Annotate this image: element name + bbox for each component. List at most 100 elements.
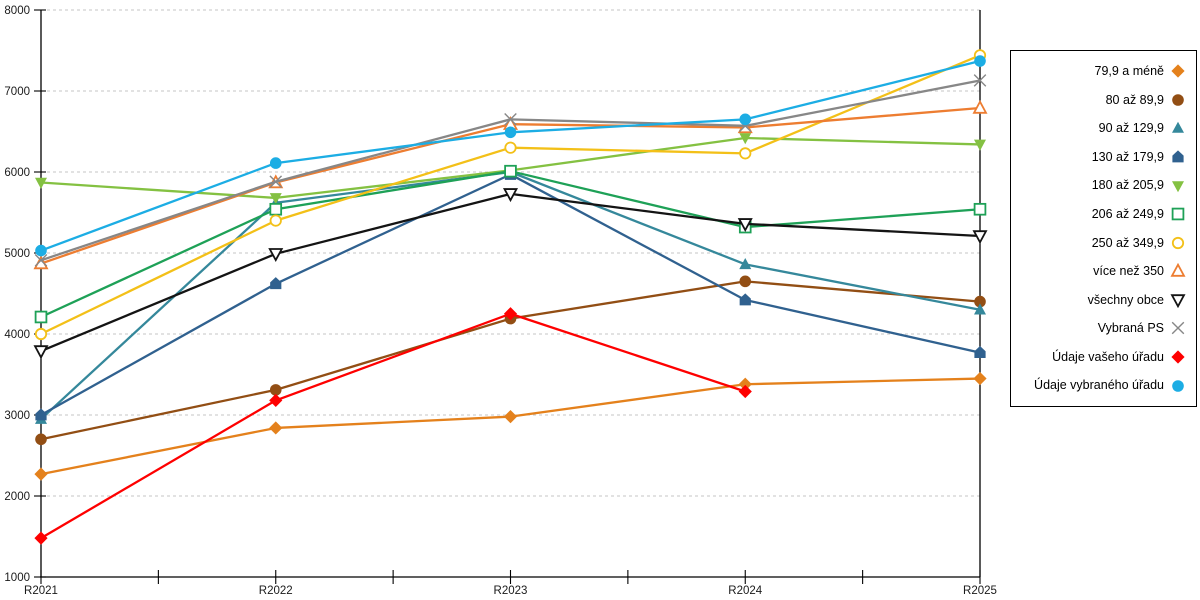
legend-square-icon xyxy=(1171,207,1185,221)
data-point-marker xyxy=(504,141,517,154)
data-point-marker xyxy=(503,307,518,321)
axes: 1000 2000 3000 4000 5000 6000 7000 8000 R2021 R20… xyxy=(4,5,997,597)
data-point-marker xyxy=(269,157,282,169)
x-axis-tick-label: R2024 xyxy=(728,585,762,597)
data-point-marker xyxy=(973,202,987,216)
data-point-marker xyxy=(1171,236,1185,249)
data-point-marker xyxy=(1172,94,1184,106)
legend-item-5: 206 až 249,9 xyxy=(1011,206,1196,222)
series-10 xyxy=(34,307,752,545)
legend-label: 90 až 129,9 xyxy=(1098,121,1164,136)
data-point-marker xyxy=(1170,294,1186,308)
data-point-marker xyxy=(34,327,48,341)
y-axis-tick-label: 8000 xyxy=(4,5,30,17)
legend-label: Vybraná PS xyxy=(1097,321,1164,336)
data-point-marker xyxy=(504,113,517,126)
data-point-marker xyxy=(34,467,48,481)
data-point-marker xyxy=(1172,180,1184,192)
legend-label: 80 až 89,9 xyxy=(1105,92,1164,107)
data-point-marker xyxy=(974,55,986,67)
data-point-marker xyxy=(1172,150,1184,163)
legend: 79,9 a méně 80 až 89,9 90 až 129,9 130 až 1… xyxy=(1010,50,1197,407)
data-point-marker xyxy=(972,230,988,245)
data-point-marker xyxy=(1171,350,1185,364)
y-axis-tick-label: 6000 xyxy=(4,167,30,179)
series-line xyxy=(40,377,981,476)
series-9 xyxy=(34,74,987,267)
legend-triangle-up-icon xyxy=(1170,263,1186,278)
y-axis-tick-label: 2000 xyxy=(4,491,30,503)
data-point-marker xyxy=(739,258,752,270)
series-line xyxy=(40,312,746,540)
data-point-marker xyxy=(1171,64,1185,78)
series-line xyxy=(40,173,981,417)
data-point-marker xyxy=(34,253,48,267)
data-point-marker xyxy=(33,345,49,360)
legend-label: všechny obce xyxy=(1087,292,1164,307)
legend-label: více než 350 xyxy=(1093,264,1164,279)
x-axis-tick-label: R2025 xyxy=(963,585,997,597)
data-point-marker xyxy=(503,410,518,424)
legend-item-8: všechny obce xyxy=(1011,292,1196,308)
data-point-marker xyxy=(270,277,282,290)
series-0 xyxy=(34,371,987,481)
data-point-marker xyxy=(269,393,283,408)
data-point-marker xyxy=(1172,122,1184,134)
legend-pentagon-icon xyxy=(1172,150,1184,163)
legend-item-9: Vybraná PS xyxy=(1011,320,1196,336)
legend-label: 206 až 249,9 xyxy=(1091,206,1164,221)
y-axis-tick-label: 1000 xyxy=(4,572,30,584)
y-axis-tick-label: 5000 xyxy=(4,248,30,260)
legend-item-11: Údaje vybraného úřadu xyxy=(1011,378,1196,394)
legend-circle-icon xyxy=(1172,94,1184,106)
data-point-marker xyxy=(739,133,752,145)
legend-item-3: 130 až 179,9 xyxy=(1011,149,1196,165)
legend-item-4: 180 až 205,9 xyxy=(1011,178,1196,194)
y-axis-tick-label: 3000 xyxy=(4,410,30,422)
data-point-marker xyxy=(739,293,751,306)
data-point-marker xyxy=(737,218,753,233)
legend-triangle-up-icon xyxy=(1172,122,1184,134)
data-point-marker xyxy=(504,126,517,139)
legend-item-7: více než 350 xyxy=(1011,263,1196,279)
legend-item-10: Údaje vašeho úřadu xyxy=(1011,349,1196,365)
data-point-marker xyxy=(502,188,519,203)
data-point-marker xyxy=(974,295,986,308)
legend-diamond-icon xyxy=(1171,64,1185,78)
data-point-marker xyxy=(269,202,283,216)
data-point-marker xyxy=(973,371,987,386)
data-point-marker xyxy=(269,214,282,227)
x-axis-tick-label: R2023 xyxy=(494,585,528,597)
series-line xyxy=(40,59,981,252)
data-point-marker xyxy=(504,164,517,178)
x-axis-tick-label: R2022 xyxy=(259,585,293,597)
legend-item-2: 90 až 129,9 xyxy=(1011,120,1196,136)
data-point-marker xyxy=(974,139,986,151)
data-point-marker xyxy=(1171,207,1185,221)
legend-item-1: 80 až 89,9 xyxy=(1011,92,1196,108)
data-point-marker xyxy=(739,113,752,126)
series-11 xyxy=(35,55,986,257)
data-point-marker xyxy=(269,193,282,205)
legend-circle-icon xyxy=(1171,236,1185,249)
y-axis-tick-label: 4000 xyxy=(4,329,30,341)
legend-triangle-down-icon xyxy=(1172,180,1184,192)
data-point-marker xyxy=(738,377,752,391)
legend-label: Údaje vybraného úřadu xyxy=(1034,378,1164,393)
data-point-marker xyxy=(268,248,284,263)
data-point-marker xyxy=(739,147,752,160)
legend-label: 130 až 179,9 xyxy=(1091,149,1164,164)
data-point-marker xyxy=(34,310,48,324)
y-axis-tick-label: 7000 xyxy=(4,86,30,98)
data-point-marker xyxy=(1171,322,1185,335)
series-line xyxy=(40,192,981,353)
legend-item-0: 79,9 a méně xyxy=(1011,63,1196,79)
legend-diamond-icon xyxy=(1171,350,1185,364)
legend-label: 180 až 205,9 xyxy=(1091,178,1164,193)
data-point-marker xyxy=(739,275,752,288)
data-point-marker xyxy=(35,177,47,189)
data-point-marker xyxy=(269,384,282,396)
data-point-marker xyxy=(269,175,283,189)
